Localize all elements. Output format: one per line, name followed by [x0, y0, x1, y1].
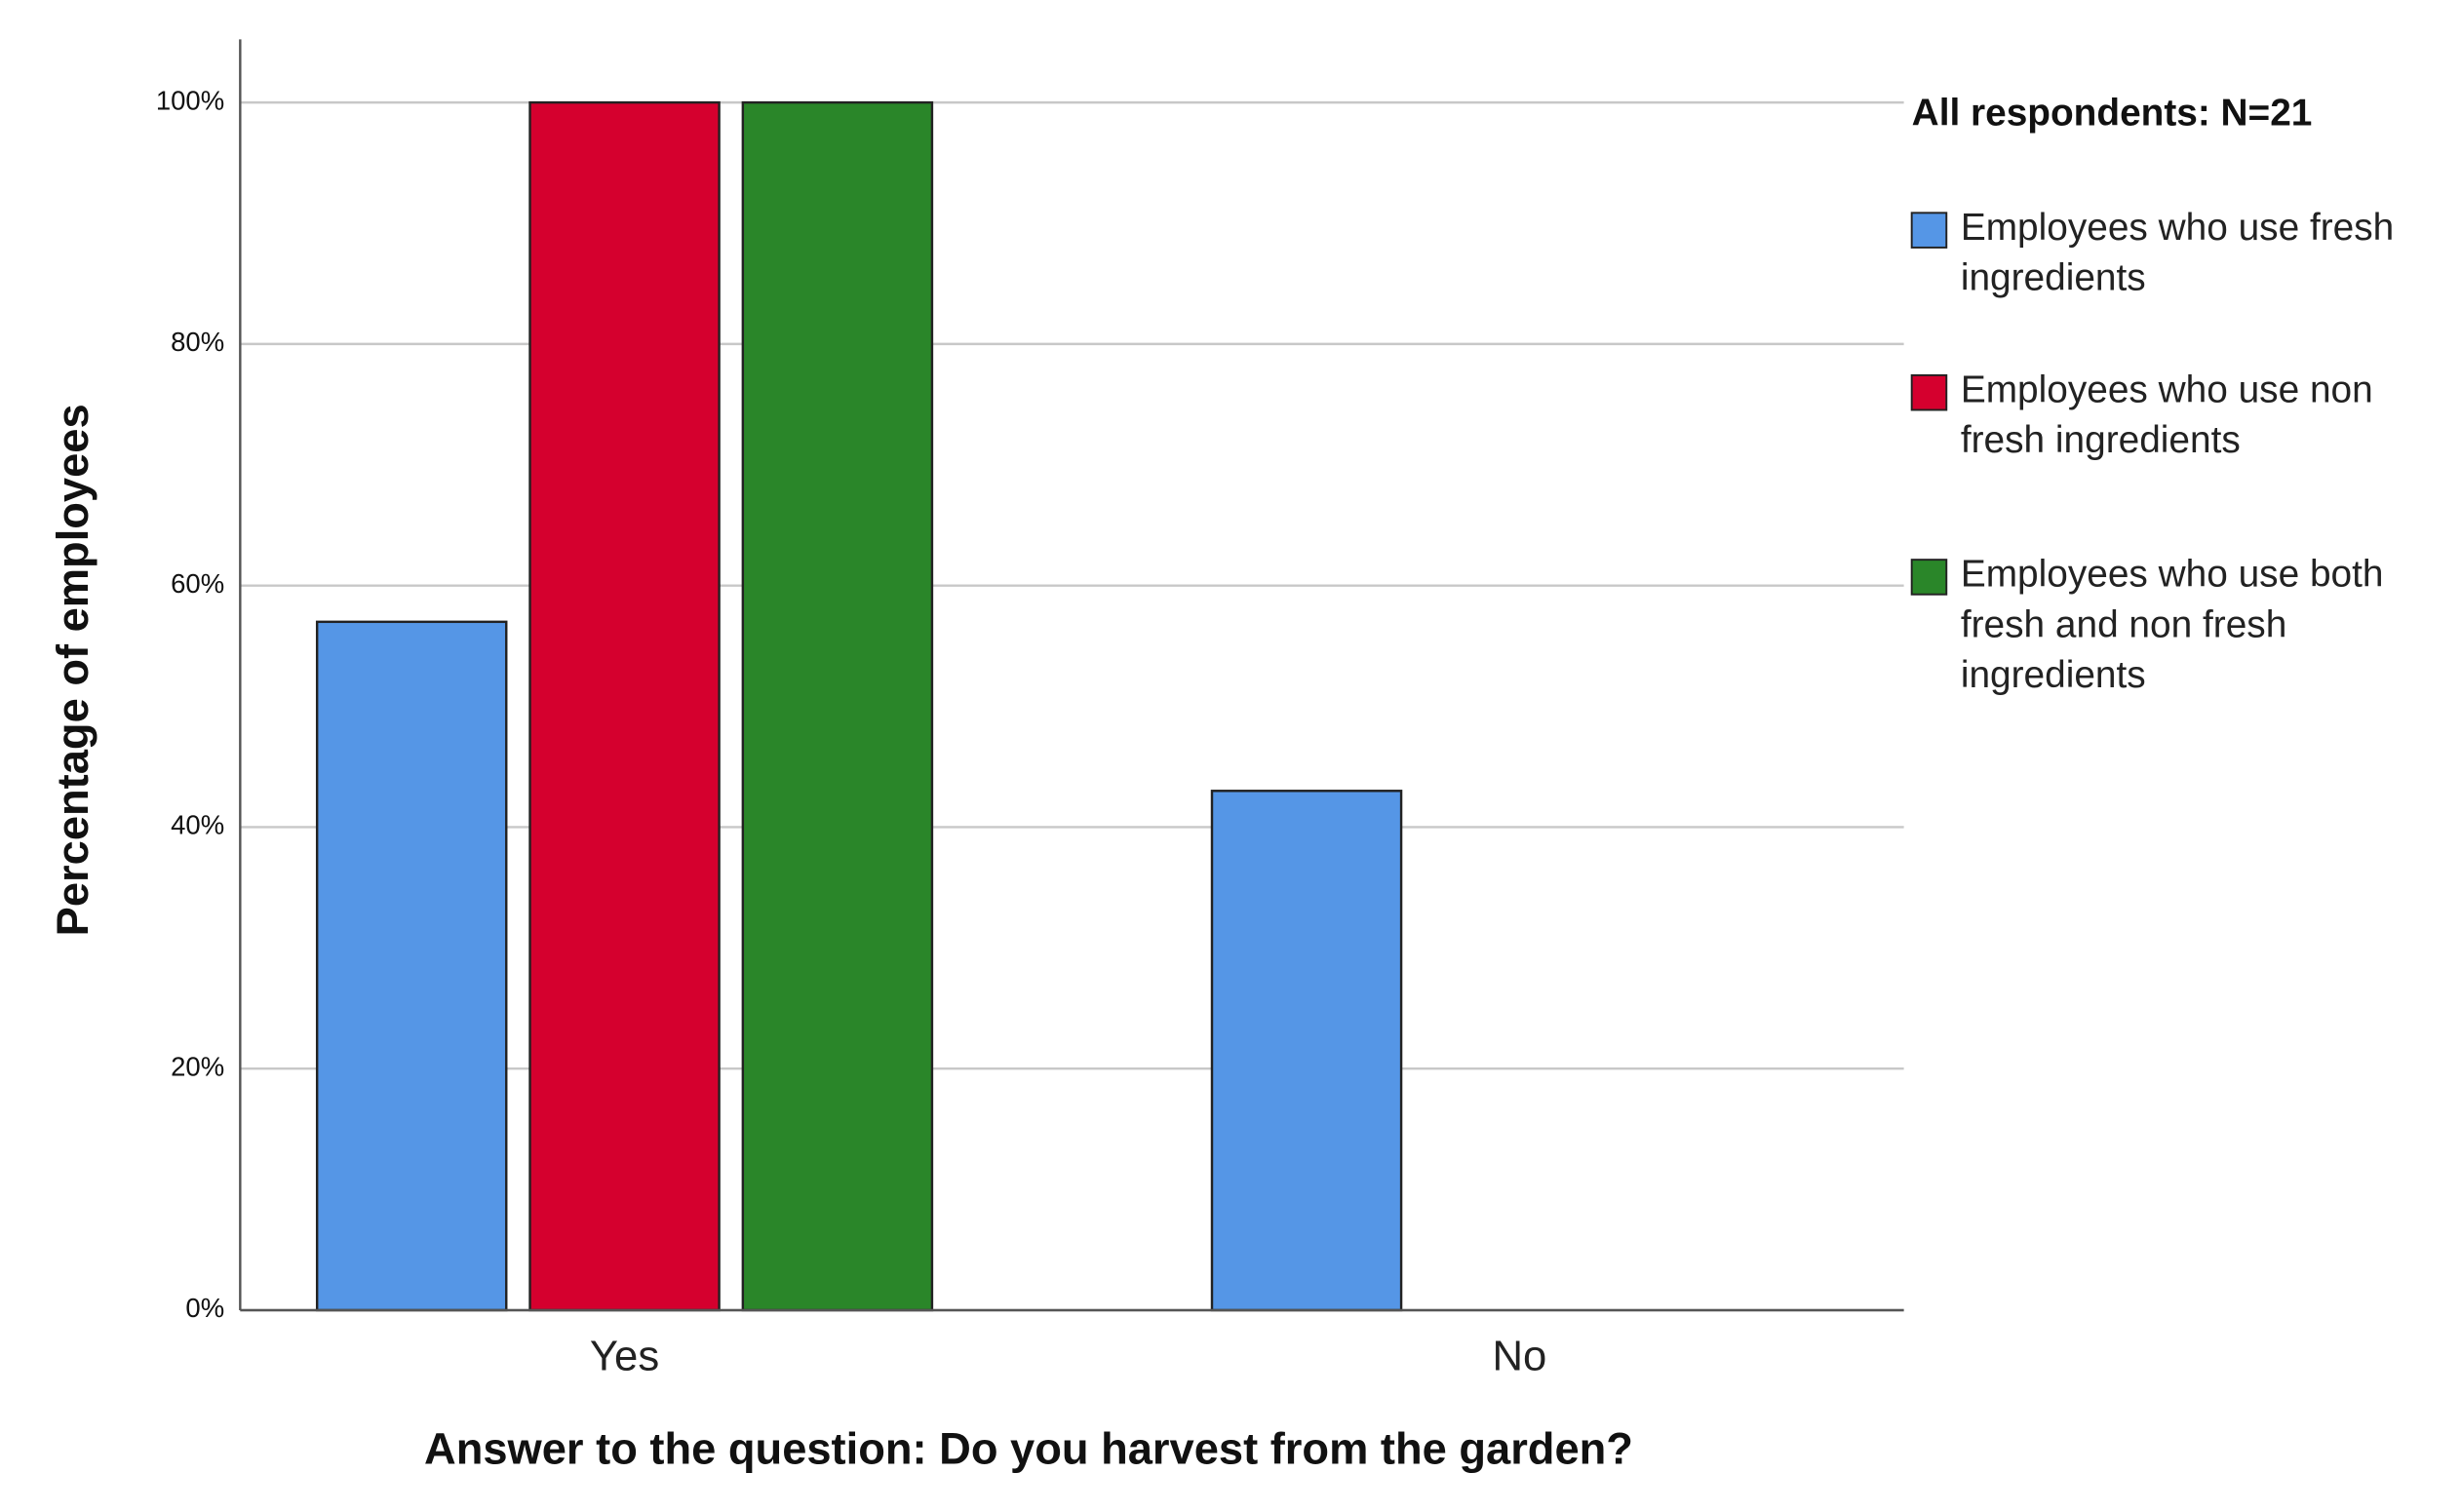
- x-axis-title: Answer to the question: Do you harvest f…: [424, 1424, 1633, 1474]
- y-axis-title: Percentage of employees: [48, 404, 98, 936]
- legend-label-box: Employees who use non fresh ingredients: [1960, 368, 2373, 462]
- legend-swatch: [1910, 212, 1948, 249]
- x-tick-label: No: [1492, 1333, 1546, 1380]
- y-tick-label: 80%: [171, 327, 224, 357]
- legend-label: Employees who use non fresh ingredients: [1960, 368, 2373, 462]
- bar: [315, 620, 508, 1312]
- y-tick-label: 0%: [185, 1293, 224, 1323]
- legend-label-box: Employees who use fresh ingredients: [1960, 206, 2395, 300]
- legend-swatch: [1910, 559, 1948, 596]
- y-tick-label: 20%: [171, 1051, 224, 1081]
- bar: [528, 100, 721, 1312]
- legend-label-box: Employees who use both fresh and non fre…: [1960, 553, 2384, 697]
- legend-label: Employees who use both fresh and non fre…: [1960, 553, 2384, 697]
- y-tick-label: 60%: [171, 568, 224, 599]
- x-tick-label: Yes: [590, 1333, 659, 1380]
- y-tick-label: 40%: [171, 810, 224, 840]
- y-tick-label: 100%: [156, 85, 224, 115]
- legend-swatch: [1910, 373, 1948, 411]
- bar: [741, 100, 934, 1312]
- bar: [1210, 790, 1403, 1312]
- legend-label: Employees who use fresh ingredients: [1960, 206, 2395, 300]
- legend-title: All respondents: N=21: [1912, 92, 2313, 134]
